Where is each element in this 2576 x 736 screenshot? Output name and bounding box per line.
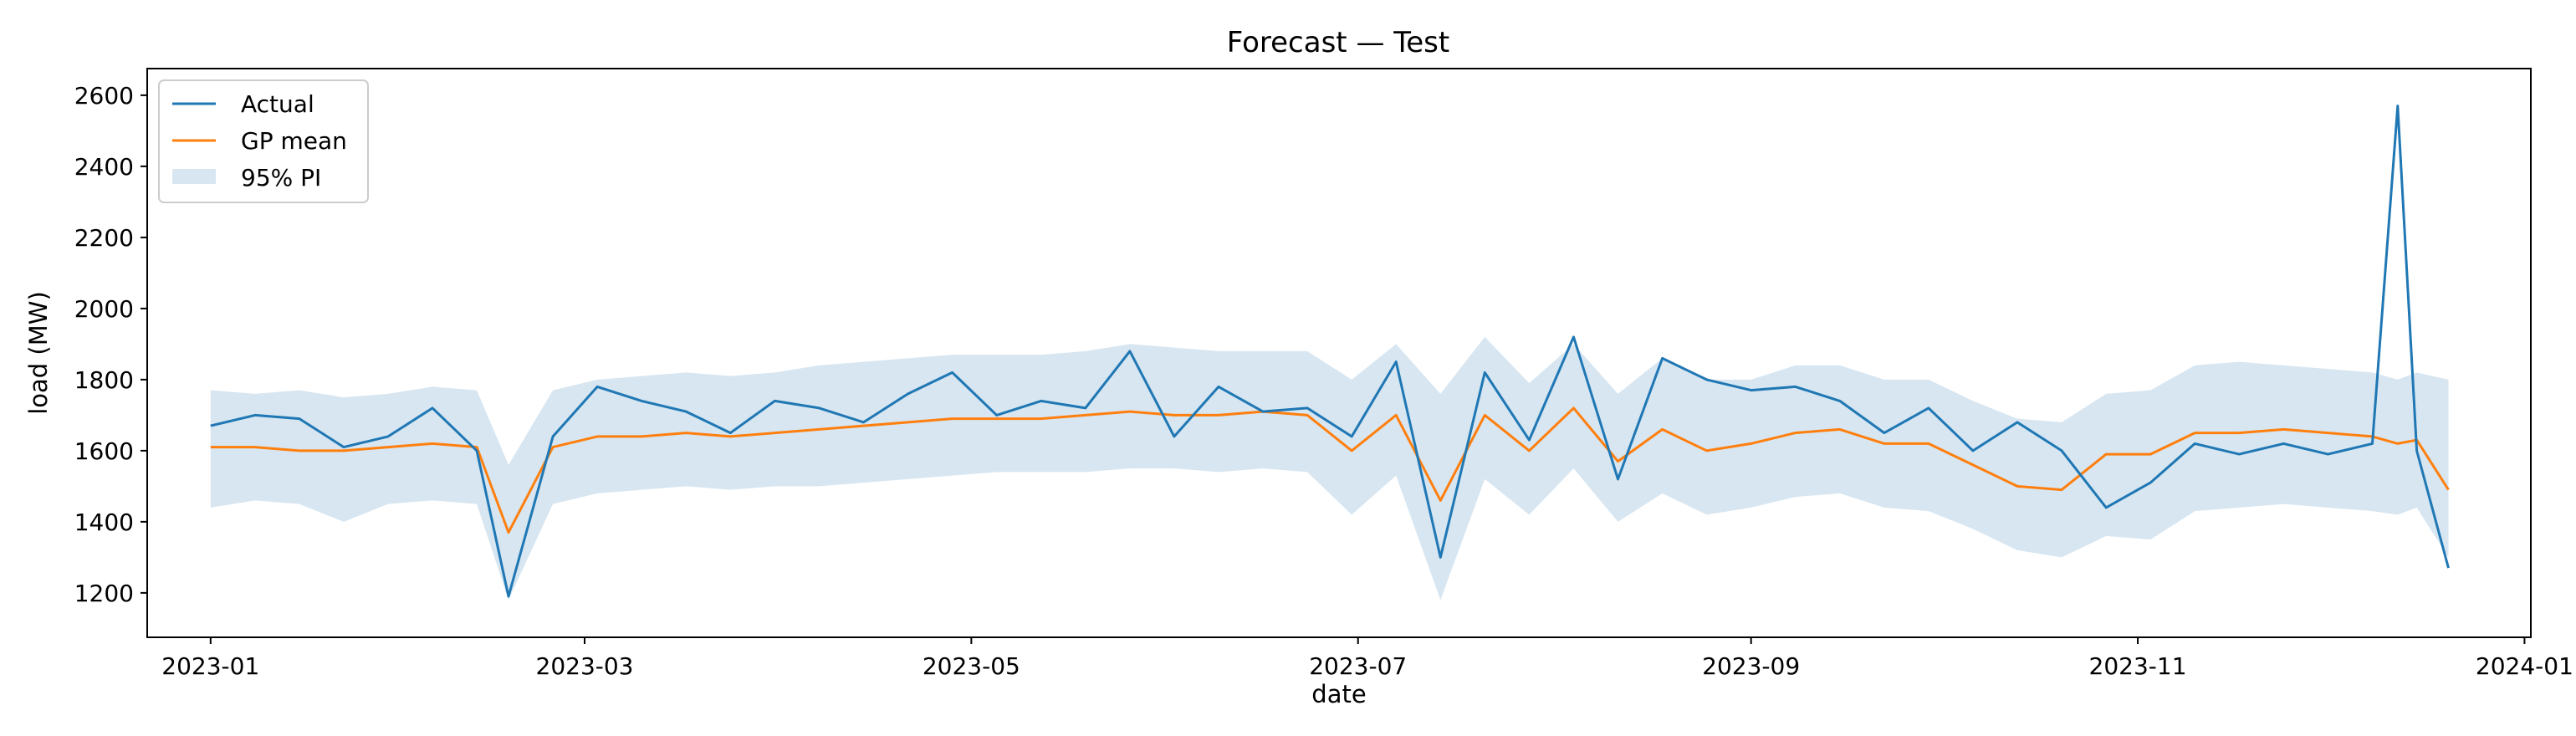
x-tick-label: 2023-03 bbox=[536, 652, 634, 680]
legend-frame bbox=[158, 79, 369, 203]
pi-band bbox=[210, 336, 2449, 601]
axes-frame bbox=[146, 68, 2532, 638]
chart-title: Forecast — Test bbox=[1227, 26, 1449, 59]
y-tick-label: 1800 bbox=[74, 366, 134, 394]
y-tick-label: 2200 bbox=[74, 224, 134, 252]
x-tick-label: 2023-01 bbox=[161, 652, 259, 680]
y-axis-label: load (MW) bbox=[24, 291, 53, 415]
y-tick-label: 1400 bbox=[74, 509, 134, 536]
y-tick-label: 2000 bbox=[74, 295, 134, 323]
legend-swatch-pi bbox=[172, 169, 216, 184]
y-tick-label: 2600 bbox=[74, 82, 134, 110]
x-tick-label: 2023-07 bbox=[1309, 652, 1407, 680]
y-tick-label: 2400 bbox=[74, 153, 134, 181]
legend: Actual GP mean 95% PI bbox=[158, 79, 369, 203]
y-tick-label: 1200 bbox=[74, 580, 134, 607]
legend-label-gp-mean: GP mean bbox=[241, 127, 347, 155]
series-line-gp-mean bbox=[210, 406, 2450, 534]
x-tick-label: 2023-09 bbox=[1702, 652, 1800, 680]
x-axis-label: date bbox=[1311, 680, 1366, 708]
legend-label-actual: Actual bbox=[241, 90, 314, 118]
axis-ticks: 1200 1400 1600 1800 2000 2200 2400 2600 2023-01 2… bbox=[74, 82, 2573, 680]
x-tick-label: 2023-11 bbox=[2089, 652, 2187, 680]
legend-label-pi: 95% PI bbox=[241, 164, 321, 192]
y-tick-label: 1600 bbox=[74, 437, 134, 465]
x-tick-label: 2023-05 bbox=[923, 652, 1020, 680]
x-tick-label: 2024-01 bbox=[2476, 652, 2573, 680]
series-line-actual bbox=[210, 105, 2450, 598]
plot-area bbox=[210, 105, 2450, 601]
